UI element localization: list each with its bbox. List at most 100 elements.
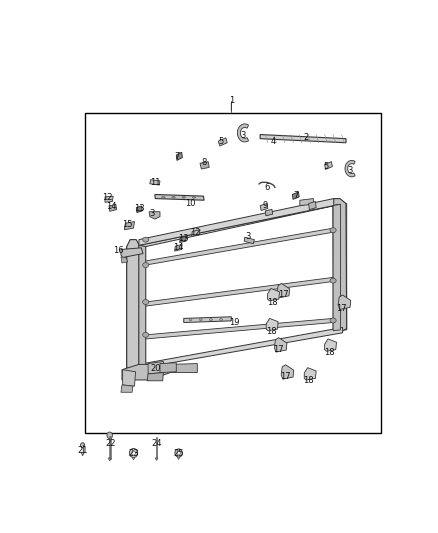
Polygon shape	[177, 457, 180, 459]
Polygon shape	[160, 363, 176, 373]
Text: 19: 19	[230, 318, 240, 327]
Polygon shape	[244, 237, 254, 244]
Ellipse shape	[199, 319, 202, 321]
Text: 12: 12	[191, 228, 201, 237]
Polygon shape	[274, 338, 287, 352]
Ellipse shape	[192, 197, 196, 198]
Polygon shape	[333, 204, 341, 330]
Polygon shape	[139, 204, 341, 247]
Polygon shape	[148, 361, 164, 374]
Ellipse shape	[330, 228, 336, 232]
Polygon shape	[155, 195, 204, 200]
Polygon shape	[325, 339, 336, 351]
Text: 11: 11	[150, 179, 160, 188]
Text: 7: 7	[293, 191, 298, 200]
Polygon shape	[338, 295, 351, 309]
Ellipse shape	[330, 278, 336, 283]
Text: 16: 16	[113, 246, 124, 255]
Text: 20: 20	[151, 364, 161, 373]
Polygon shape	[147, 373, 163, 381]
Text: 15: 15	[123, 220, 133, 229]
Polygon shape	[127, 245, 146, 368]
Polygon shape	[139, 245, 146, 368]
Text: 5: 5	[324, 162, 329, 171]
Polygon shape	[277, 284, 290, 298]
Text: 18: 18	[266, 327, 277, 336]
Text: 5: 5	[219, 138, 224, 147]
Polygon shape	[155, 458, 158, 461]
Polygon shape	[333, 204, 346, 330]
Polygon shape	[108, 458, 111, 461]
Polygon shape	[146, 228, 333, 265]
Text: 24: 24	[152, 439, 162, 448]
Text: 10: 10	[185, 199, 196, 208]
Text: 3: 3	[149, 209, 154, 218]
Text: 8: 8	[201, 158, 207, 167]
Polygon shape	[121, 257, 128, 263]
Polygon shape	[139, 199, 334, 245]
Polygon shape	[170, 364, 197, 373]
Polygon shape	[260, 134, 346, 143]
Polygon shape	[136, 206, 142, 213]
Text: 7: 7	[174, 152, 180, 161]
Ellipse shape	[177, 451, 180, 455]
Polygon shape	[260, 204, 268, 211]
Ellipse shape	[143, 237, 149, 242]
Text: 12: 12	[102, 193, 113, 202]
Polygon shape	[266, 318, 278, 330]
Text: 18: 18	[324, 348, 334, 357]
Ellipse shape	[162, 197, 165, 198]
Polygon shape	[184, 317, 231, 322]
Polygon shape	[121, 248, 143, 257]
Text: 13: 13	[178, 235, 188, 243]
Wedge shape	[237, 124, 249, 142]
Text: 14: 14	[106, 203, 117, 211]
Ellipse shape	[182, 197, 185, 198]
Polygon shape	[105, 196, 113, 202]
Text: 6: 6	[264, 183, 270, 191]
Ellipse shape	[143, 263, 149, 268]
Ellipse shape	[172, 197, 175, 198]
Polygon shape	[180, 236, 187, 243]
Ellipse shape	[220, 319, 223, 321]
Ellipse shape	[209, 319, 212, 321]
Polygon shape	[127, 240, 139, 370]
Text: 3: 3	[240, 131, 246, 140]
Text: 14: 14	[173, 243, 184, 252]
Ellipse shape	[330, 318, 336, 323]
Polygon shape	[325, 161, 332, 169]
Polygon shape	[124, 222, 134, 230]
Ellipse shape	[129, 448, 138, 457]
Polygon shape	[309, 201, 316, 209]
Polygon shape	[81, 453, 84, 456]
Text: 3: 3	[246, 232, 251, 241]
Ellipse shape	[143, 333, 149, 337]
Wedge shape	[345, 160, 355, 177]
Text: 1: 1	[229, 96, 234, 106]
Text: 23: 23	[128, 449, 139, 457]
Polygon shape	[121, 385, 133, 392]
Polygon shape	[268, 288, 279, 301]
Polygon shape	[149, 212, 160, 219]
Polygon shape	[219, 138, 227, 146]
Ellipse shape	[175, 449, 182, 457]
Polygon shape	[200, 161, 209, 169]
Text: 17: 17	[336, 304, 347, 313]
Text: 18: 18	[267, 298, 277, 308]
Polygon shape	[265, 209, 273, 216]
Polygon shape	[176, 152, 182, 160]
Ellipse shape	[132, 451, 135, 455]
Polygon shape	[123, 370, 135, 386]
Text: 17: 17	[278, 290, 289, 299]
Polygon shape	[150, 180, 160, 185]
Polygon shape	[304, 368, 316, 380]
Text: 2: 2	[304, 133, 308, 142]
Ellipse shape	[143, 300, 149, 304]
Ellipse shape	[189, 319, 192, 321]
Bar	[85, 113, 381, 433]
Text: 9: 9	[263, 201, 268, 210]
Polygon shape	[146, 318, 333, 339]
Polygon shape	[146, 277, 333, 306]
Ellipse shape	[107, 432, 113, 439]
Text: 21: 21	[78, 446, 88, 455]
